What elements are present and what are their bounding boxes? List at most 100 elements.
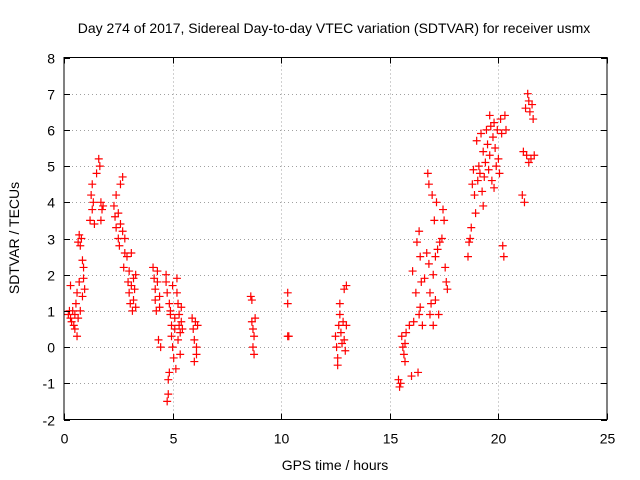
data-point (153, 267, 162, 276)
data-point (409, 317, 418, 326)
data-point (405, 321, 414, 330)
data-point (333, 361, 342, 370)
data-point (463, 252, 472, 261)
data-point (283, 288, 292, 297)
y-tick-label: 4 (47, 195, 55, 211)
data-point (155, 303, 164, 312)
data-point (248, 325, 257, 333)
data-point (443, 285, 452, 294)
data-point (336, 328, 345, 337)
data-point (168, 281, 177, 290)
data-point (80, 285, 89, 294)
data-point (470, 191, 479, 200)
data-point (429, 270, 438, 279)
data-point (441, 263, 450, 272)
data-point (190, 357, 199, 366)
data-point (177, 303, 186, 312)
data-point (154, 335, 163, 344)
y-tick-label: 8 (47, 51, 55, 67)
data-point (493, 125, 502, 134)
data-point (98, 205, 107, 214)
data-point (433, 245, 442, 254)
data-point (170, 314, 179, 323)
data-point (496, 115, 505, 124)
data-point (341, 346, 350, 355)
data-point (76, 306, 85, 315)
data-point (478, 187, 487, 196)
data-point (334, 321, 343, 330)
y-tick-label: 1 (47, 304, 55, 320)
data-point (479, 147, 488, 156)
data-point (164, 375, 173, 384)
data-point (90, 220, 99, 229)
data-point (73, 332, 82, 341)
data-point (167, 332, 176, 341)
data-point (395, 382, 404, 391)
data-point (396, 379, 405, 388)
data-point (88, 205, 97, 214)
data-point (89, 198, 98, 207)
data-point (193, 321, 202, 330)
grid-lines (64, 57, 607, 420)
data-point (490, 118, 499, 127)
y-tick-label: 0 (47, 340, 55, 356)
data-point (407, 372, 416, 381)
data-point (467, 223, 476, 232)
data-point (342, 321, 351, 330)
data-point (416, 252, 425, 261)
data-point (176, 350, 185, 359)
data-point (529, 115, 538, 124)
data-point (78, 256, 87, 265)
data-point (411, 288, 420, 297)
data-point (479, 201, 488, 210)
data-point (424, 259, 433, 268)
data-point (475, 169, 484, 178)
data-point (495, 169, 504, 178)
data-point (125, 267, 134, 276)
data-point (116, 180, 125, 189)
data-point (434, 310, 443, 319)
data-point (164, 390, 173, 399)
data-point (422, 248, 431, 257)
x-tick-label: 10 (274, 431, 290, 447)
data-point (79, 274, 88, 283)
data-point (333, 353, 342, 362)
data-point (332, 343, 341, 352)
data-point (521, 104, 530, 113)
data-point (192, 350, 201, 359)
data-point (155, 292, 164, 301)
x-tick-label: 15 (383, 431, 399, 447)
data-point (172, 274, 181, 283)
y-tick-label: 5 (47, 159, 55, 175)
data-point (502, 125, 511, 134)
data-point (248, 343, 257, 352)
data-point (399, 350, 408, 359)
y-tick-label: -1 (43, 376, 56, 392)
data-point (250, 332, 259, 341)
data-point (178, 325, 187, 333)
y-tick-label: 7 (47, 87, 55, 103)
data-point (77, 234, 86, 243)
x-tick-label: 20 (491, 431, 507, 447)
data-point (283, 299, 292, 308)
data-point (175, 310, 184, 319)
data-point (483, 140, 492, 149)
data-point (247, 296, 256, 305)
data-point (415, 227, 424, 236)
data-point (418, 321, 427, 330)
data-point (523, 89, 532, 98)
data-point (468, 180, 477, 189)
data-point (340, 335, 349, 344)
data-point (131, 303, 140, 312)
data-point (168, 343, 177, 352)
data-point (250, 350, 259, 359)
data-point (429, 321, 438, 330)
y-tick-labels: -2 -1 0 1 2 3 4 5 6 7 8 (43, 51, 56, 429)
data-point (131, 270, 140, 279)
data-point (177, 317, 186, 326)
data-point (401, 339, 410, 348)
data-point (497, 129, 506, 138)
data-point (420, 274, 429, 283)
data-point (499, 252, 508, 261)
